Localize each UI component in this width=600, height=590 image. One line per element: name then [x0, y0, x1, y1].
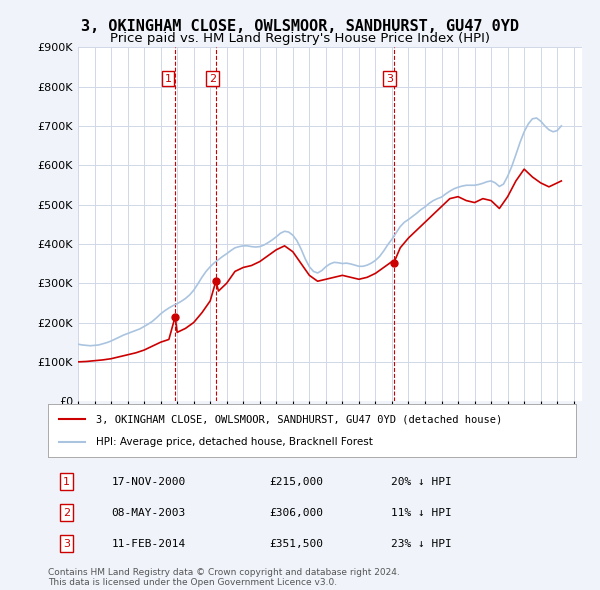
Text: £306,000: £306,000 — [270, 508, 324, 517]
Text: 23% ↓ HPI: 23% ↓ HPI — [391, 539, 452, 549]
Text: 20% ↓ HPI: 20% ↓ HPI — [391, 477, 452, 487]
Text: 3, OKINGHAM CLOSE, OWLSMOOR, SANDHURST, GU47 0YD: 3, OKINGHAM CLOSE, OWLSMOOR, SANDHURST, … — [81, 19, 519, 34]
Text: 3: 3 — [63, 539, 70, 549]
Text: 17-NOV-2000: 17-NOV-2000 — [112, 477, 185, 487]
Text: 3: 3 — [386, 74, 393, 84]
Text: Contains HM Land Registry data © Crown copyright and database right 2024.
This d: Contains HM Land Registry data © Crown c… — [48, 568, 400, 587]
Text: £215,000: £215,000 — [270, 477, 324, 487]
Text: 1: 1 — [63, 477, 70, 487]
Text: 11-FEB-2014: 11-FEB-2014 — [112, 539, 185, 549]
Text: Price paid vs. HM Land Registry's House Price Index (HPI): Price paid vs. HM Land Registry's House … — [110, 32, 490, 45]
Text: £351,500: £351,500 — [270, 539, 324, 549]
Text: 08-MAY-2003: 08-MAY-2003 — [112, 508, 185, 517]
Text: 2: 2 — [209, 74, 216, 84]
Text: 2: 2 — [63, 508, 70, 517]
Text: 11% ↓ HPI: 11% ↓ HPI — [391, 508, 452, 517]
Text: 1: 1 — [164, 74, 172, 84]
Text: HPI: Average price, detached house, Bracknell Forest: HPI: Average price, detached house, Brac… — [95, 437, 373, 447]
Text: 3, OKINGHAM CLOSE, OWLSMOOR, SANDHURST, GU47 0YD (detached house): 3, OKINGHAM CLOSE, OWLSMOOR, SANDHURST, … — [95, 414, 502, 424]
